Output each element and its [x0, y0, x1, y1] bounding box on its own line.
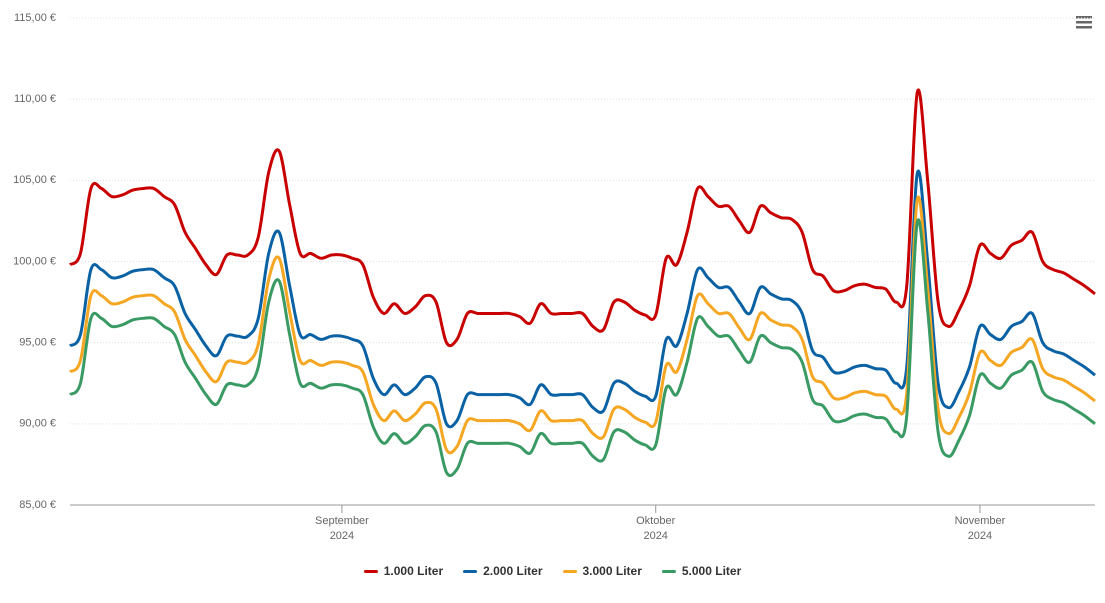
legend: 1.000 Liter 2.000 Liter 3.000 Liter 5.000 L… — [0, 564, 1105, 578]
y-tick-label: 85,00 € — [19, 499, 56, 511]
series-line — [68, 195, 1096, 455]
x-tick-label: September 2024 — [315, 515, 369, 542]
legend-label[interactable]: 3.000 Liter — [582, 564, 642, 578]
legend-item[interactable]: 5.000 Liter — [661, 564, 742, 578]
y-tick-label: 105,00 € — [13, 174, 56, 186]
x-tick-label: November 2024 — [954, 515, 1006, 542]
series-line — [68, 88, 1096, 348]
legend-swatch[interactable] — [363, 569, 378, 573]
legend-label[interactable]: 1.000 Liter — [383, 564, 444, 578]
menu-bar[interactable] — [1076, 16, 1092, 19]
legend-item[interactable]: 2.000 Liter — [463, 564, 543, 578]
series-line — [68, 169, 1096, 429]
menu-bar[interactable] — [1076, 26, 1092, 29]
y-tick-label: 90,00 € — [19, 418, 56, 430]
legend-label[interactable]: 2.000 Liter — [483, 564, 543, 578]
y-tick-label: 100,00 € — [13, 255, 56, 267]
legend-label[interactable]: 5.000 Liter — [681, 564, 742, 578]
legend-swatch[interactable] — [562, 569, 577, 573]
series-line — [68, 218, 1096, 478]
y-tick-label: 115,00 € — [14, 12, 56, 24]
legend-item[interactable]: 3.000 Liter — [562, 564, 642, 578]
legend-item[interactable]: 1.000 Liter — [363, 564, 444, 578]
y-tick-label: 110,00 € — [14, 93, 56, 105]
legend-swatch[interactable] — [463, 569, 478, 573]
legend-swatch[interactable] — [661, 569, 676, 573]
x-tick-label: Oktober 2024 — [636, 515, 676, 542]
y-tick-label: 95,00 € — [19, 337, 56, 349]
menu-icon[interactable] — [1076, 16, 1092, 29]
menu-bar[interactable] — [1076, 21, 1092, 24]
